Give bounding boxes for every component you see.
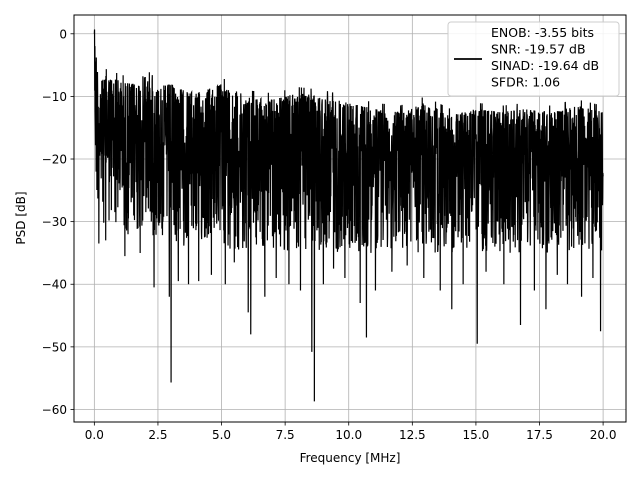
y-tick-label: −30 [42,215,67,229]
x-tick-label: 20.0 [590,428,617,442]
y-tick-label: −10 [42,90,67,104]
plot-frame [73,14,627,423]
x-tick-label: 7.5 [276,428,295,442]
x-tick-label: 17.5 [526,428,553,442]
y-tick-label: −50 [42,340,67,354]
y-tick-label: −20 [42,153,67,167]
x-tick-label: 10.0 [335,428,362,442]
psd-line [93,29,604,402]
y-tick-label: −40 [42,278,67,292]
y-axis-ticks: 0 −10 −20 −30 −40 −50 −60 [42,27,74,417]
x-tick-label: 15.0 [463,428,490,442]
x-tick-label: 2.5 [148,428,167,442]
x-axis-label: Frequency [MHz] [300,451,401,465]
x-axis-ticks: 0.0 2.5 5.0 7.5 10.0 12.5 15.0 17.5 20.0 [85,422,617,442]
legend-box [447,21,620,97]
x-tick-label: 5.0 [212,428,231,442]
series-layer [93,29,604,402]
legend-entry-line: SNR: -19.57 dB [491,42,586,57]
x-tick-label: 0.0 [85,428,104,442]
y-tick-label: 0 [59,27,67,41]
legend-entry-line: SFDR: 1.06 [491,75,560,90]
y-axis-label: PSD [dB] [14,191,28,244]
x-tick-label: 12.5 [399,428,426,442]
legend-entry-line: ENOB: -3.55 bits [491,25,594,40]
y-tick-label: −60 [42,403,67,417]
legend-entry-line: SINAD: -19.64 dB [491,58,599,73]
